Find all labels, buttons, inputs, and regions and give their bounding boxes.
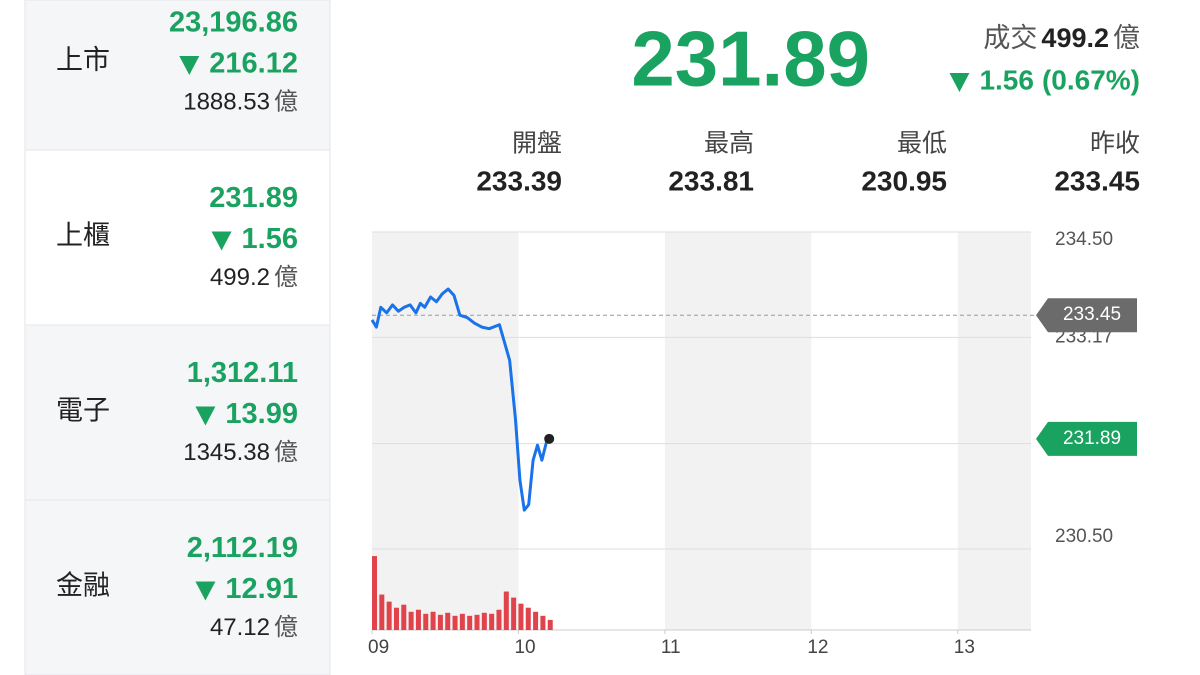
x-tick-label: 09 <box>368 637 389 658</box>
volume-bar <box>525 607 531 630</box>
volume-bar <box>459 613 465 630</box>
volume-bar <box>540 615 546 630</box>
last-price-badge-label: 231.89 <box>1063 428 1121 449</box>
x-tick-label: 10 <box>514 637 535 658</box>
market-price: 231.89 <box>209 182 298 214</box>
market-change: 13.99 <box>225 398 298 430</box>
y-tick-label: 234.50 <box>1055 229 1113 250</box>
volume-bar <box>423 613 429 630</box>
session-band <box>664 232 812 630</box>
market-volume: 1345.38 <box>183 439 270 466</box>
x-tick-label: 12 <box>807 637 828 658</box>
volume-unit: 億 <box>274 439 298 466</box>
volume-bar <box>467 615 473 630</box>
quote-price: 231.89 <box>631 15 870 103</box>
market-volume: 499.2 <box>210 264 270 291</box>
stat-label: 開盤 <box>512 130 562 158</box>
market-change: 12.91 <box>225 573 298 605</box>
change-percent: (0.67%) <box>1042 64 1140 95</box>
stat-value: 233.39 <box>476 165 562 196</box>
down-arrow <box>195 581 216 601</box>
market-name: 上市 <box>56 45 110 75</box>
volume-bar <box>511 597 517 630</box>
stat-value: 233.81 <box>668 165 754 196</box>
y-tick-label: 230.50 <box>1055 526 1113 547</box>
volume-bar <box>379 594 385 630</box>
volume-bar <box>372 556 377 630</box>
session-band <box>957 232 1031 630</box>
down-arrow <box>211 231 232 251</box>
stat-value: 230.95 <box>861 165 947 196</box>
market-volume: 1888.53 <box>183 88 270 115</box>
volume-bar <box>430 611 436 630</box>
turnover-unit: 億 <box>1113 23 1140 53</box>
market-change: 216.12 <box>209 48 298 80</box>
turnover: 499.2 <box>1041 23 1109 53</box>
down-arrow <box>949 73 970 92</box>
change: 1.56 <box>979 64 1034 95</box>
x-tick-label: 13 <box>954 637 975 658</box>
market-price: 2,112.19 <box>187 532 298 564</box>
market-name: 上櫃 <box>56 221 110 251</box>
volume-bar <box>393 607 399 630</box>
stat-value: 233.45 <box>1054 165 1140 196</box>
down-arrow <box>179 56 200 75</box>
volume-bar <box>415 609 421 630</box>
market-name: 電子 <box>56 396 110 426</box>
stat-label: 昨收 <box>1090 130 1140 158</box>
volume-bar <box>408 611 414 630</box>
volume-bar <box>437 614 443 630</box>
volume-unit: 億 <box>274 264 298 291</box>
volume-bar <box>503 591 509 630</box>
volume-bar <box>474 614 480 630</box>
stat-label: 最高 <box>704 130 754 158</box>
volume-bar <box>489 613 495 630</box>
market-row[interactable] <box>24 149 331 326</box>
stat-label: 最低 <box>897 130 947 158</box>
volume-unit: 億 <box>274 88 298 115</box>
volume-bar <box>445 612 451 630</box>
market-price: 1,312.11 <box>187 357 298 389</box>
previous-close-badge <box>1036 298 1137 333</box>
volume-bar <box>481 612 487 630</box>
volume-bar <box>496 609 502 630</box>
x-tick-label: 11 <box>661 637 681 658</box>
down-arrow <box>195 406 216 426</box>
volume-unit: 億 <box>274 614 298 641</box>
session-band <box>372 232 519 630</box>
volume-bar <box>533 611 539 630</box>
volume-bar <box>452 615 458 630</box>
market-price: 23,196.86 <box>169 7 298 39</box>
volume-bar <box>401 604 407 630</box>
market-row[interactable] <box>24 324 331 501</box>
market-row[interactable] <box>24 0 331 151</box>
previous-close-badge-label: 233.45 <box>1063 304 1121 325</box>
last-price-badge <box>1036 421 1137 456</box>
volume-bar <box>547 619 553 630</box>
market-name: 金融 <box>56 571 110 601</box>
market-volume: 47.12 <box>210 614 270 641</box>
volume-bar <box>386 601 392 630</box>
volume-bar <box>518 603 524 630</box>
last-point <box>544 433 555 444</box>
market-row[interactable] <box>24 499 331 675</box>
turnover-label: 成交 <box>983 23 1037 53</box>
market-change: 1.56 <box>242 223 298 255</box>
price-line <box>370 287 551 512</box>
